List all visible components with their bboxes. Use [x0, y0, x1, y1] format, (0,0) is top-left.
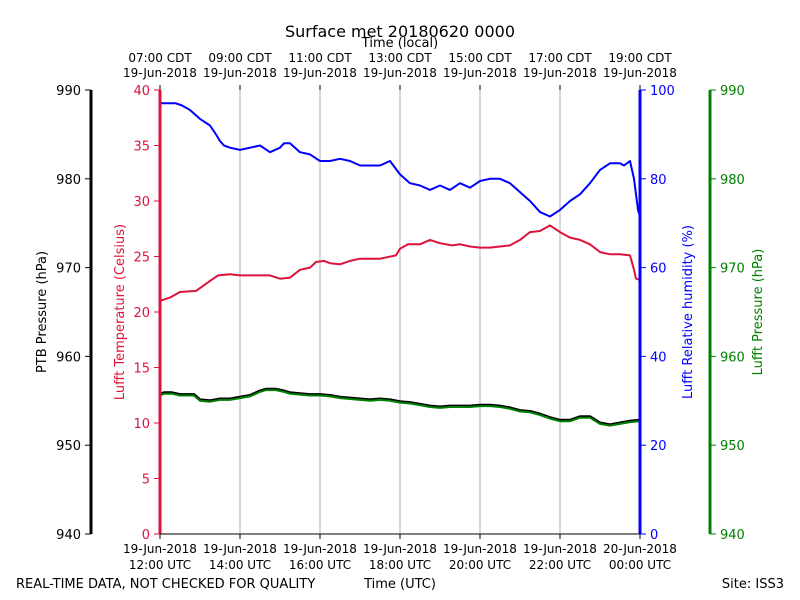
x-tick-label-time: 18:00 UTC — [369, 558, 431, 572]
lufft_pressure-tick-label: 950 — [720, 439, 745, 454]
series-layer — [159, 102, 641, 427]
humidity-tick-label: 40 — [650, 350, 667, 365]
ptb_pressure-axis-label: PTB Pressure (hPa) — [35, 251, 50, 373]
temperature-tick-label: 40 — [133, 84, 150, 99]
series-line-lufft-relative-humidity — [160, 102, 641, 218]
site-label: Site: ISS3 — [722, 577, 784, 592]
temperature-tick-label: 20 — [133, 306, 150, 321]
humidity-axis-label: Lufft Relative humidity (%) — [681, 225, 696, 399]
top-tick-label-time: 17:00 CDT — [528, 51, 592, 65]
lufft_pressure-tick-label: 980 — [720, 173, 745, 188]
ptb_pressure-tick-label: 990 — [56, 84, 81, 99]
lufft_pressure-tick-label: 960 — [720, 350, 745, 365]
top-tick-label-date: 19-Jun-2018 — [443, 66, 517, 80]
x-tick-label-date: 19-Jun-2018 — [523, 542, 597, 556]
top-tick-label-time: 09:00 CDT — [208, 51, 272, 65]
x-tick-label-time: 22:00 UTC — [529, 558, 591, 572]
top-tick-label-date: 19-Jun-2018 — [283, 66, 357, 80]
lufft_pressure-tick-label: 970 — [720, 262, 745, 277]
humidity-tick-label: 80 — [650, 173, 667, 188]
grid-lines — [239, 90, 561, 534]
temperature-tick-label: 30 — [133, 195, 150, 210]
temperature-tick-label: 10 — [133, 417, 150, 432]
x-tick-label-time: 00:00 UTC — [609, 558, 671, 572]
x-tick-label-time: 20:00 UTC — [449, 558, 511, 572]
top-axis-label: Time (local) — [361, 36, 438, 51]
chart-title: Surface met 20180620 0000 — [285, 22, 515, 41]
top-tick-label-time: 07:00 CDT — [128, 51, 192, 65]
top-tick-label-date: 19-Jun-2018 — [123, 66, 197, 80]
x-tick-label-date: 19-Jun-2018 — [443, 542, 517, 556]
temperature-tick-label: 25 — [133, 251, 150, 266]
ptb_pressure-tick-label: 980 — [56, 173, 81, 188]
quality-note: REAL-TIME DATA, NOT CHECKED FOR QUALITY — [16, 577, 315, 592]
top-tick-label-time: 11:00 CDT — [288, 51, 352, 65]
lufft_pressure-axis-label: Lufft Pressure (hPa) — [751, 249, 766, 376]
temperature-tick-label: 35 — [133, 140, 150, 155]
x-axis-label: Time (UTC) — [363, 577, 436, 592]
x-tick-label-date: 19-Jun-2018 — [203, 542, 277, 556]
lufft_pressure-tick-label: 940 — [720, 528, 745, 543]
ptb_pressure-tick-label: 970 — [56, 262, 81, 277]
temperature-tick-label: 0 — [142, 528, 150, 543]
ptb_pressure-tick-label: 950 — [56, 439, 81, 454]
ptb_pressure-tick-label: 940 — [56, 528, 81, 543]
humidity-tick-label: 0 — [650, 528, 658, 543]
x-tick-label-date: 19-Jun-2018 — [123, 542, 197, 556]
series-line-lufft-temperature — [159, 224, 641, 302]
humidity-tick-label: 100 — [650, 84, 675, 99]
top-tick-label-time: 19:00 CDT — [608, 51, 672, 65]
top-tick-label-time: 13:00 CDT — [368, 51, 432, 65]
humidity-tick-label: 20 — [650, 439, 667, 454]
lufft_pressure-tick-label: 990 — [720, 84, 745, 99]
top-tick-label-date: 19-Jun-2018 — [203, 66, 277, 80]
x-tick-label-time: 14:00 UTC — [209, 558, 271, 572]
top-tick-label-time: 15:00 CDT — [448, 51, 512, 65]
top-tick-label-date: 19-Jun-2018 — [363, 66, 437, 80]
axes-layer: 940 950 960 970 980 990 PTB Pressure (hPa) 0 5 10… — [35, 51, 766, 572]
humidity-tick-label: 60 — [650, 262, 667, 277]
x-tick-label-date: 19-Jun-2018 — [283, 542, 357, 556]
series-line-lufft-pressure — [159, 389, 641, 427]
x-tick-label-time: 12:00 UTC — [129, 558, 191, 572]
x-tick-label-time: 16:00 UTC — [289, 558, 351, 572]
x-tick-label-date: 20-Jun-2018 — [603, 542, 677, 556]
ptb_pressure-tick-label: 960 — [56, 350, 81, 365]
x-tick-label-date: 19-Jun-2018 — [363, 542, 437, 556]
top-tick-label-date: 19-Jun-2018 — [603, 66, 677, 80]
temperature-axis-label: Lufft Temperature (Celsius) — [113, 224, 128, 400]
top-tick-label-date: 19-Jun-2018 — [523, 66, 597, 80]
temperature-tick-label: 5 — [142, 473, 150, 488]
temperature-tick-label: 15 — [133, 362, 150, 377]
